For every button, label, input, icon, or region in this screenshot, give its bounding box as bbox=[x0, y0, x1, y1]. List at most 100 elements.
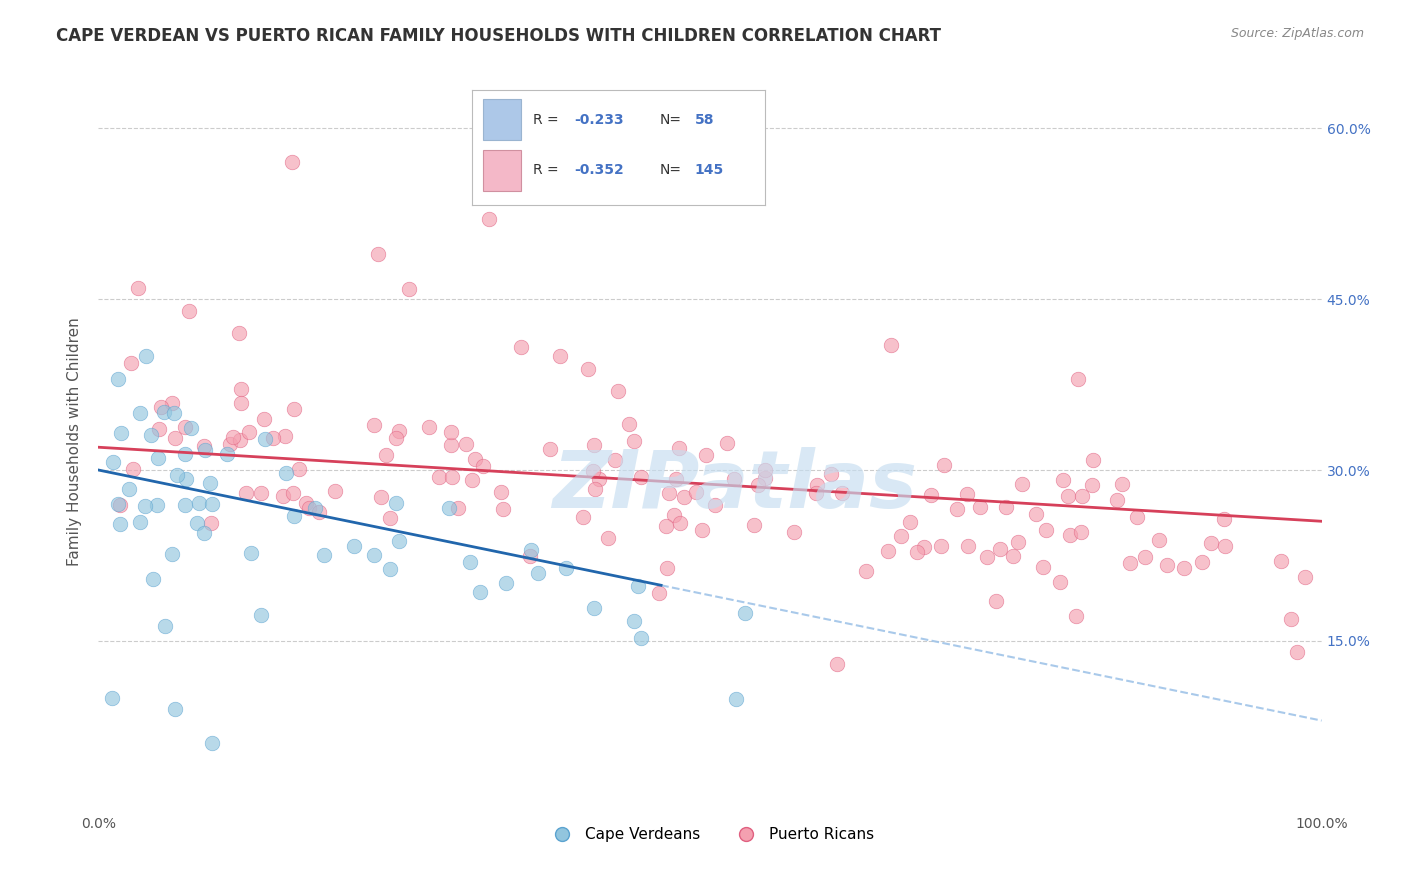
Point bbox=[295, 496, 318, 510]
Point bbox=[831, 486, 853, 500]
Point bbox=[820, 467, 842, 481]
Point bbox=[520, 543, 543, 558]
Point bbox=[890, 529, 912, 543]
Point bbox=[149, 401, 172, 415]
Point bbox=[986, 594, 1008, 608]
Point bbox=[690, 523, 713, 537]
Point bbox=[742, 517, 765, 532]
Point bbox=[747, 478, 769, 492]
Point bbox=[754, 463, 776, 477]
Point bbox=[929, 539, 952, 553]
Point bbox=[1213, 539, 1236, 553]
Point bbox=[1213, 512, 1236, 526]
Point bbox=[956, 539, 979, 553]
Y-axis label: Family Households with Children: Family Households with Children bbox=[67, 318, 83, 566]
Point bbox=[249, 486, 271, 500]
Point bbox=[142, 572, 165, 586]
Point bbox=[249, 608, 271, 623]
Point bbox=[630, 470, 652, 484]
Point bbox=[976, 549, 998, 564]
Point bbox=[1173, 561, 1195, 575]
Point bbox=[235, 486, 257, 500]
Point bbox=[582, 600, 605, 615]
Point bbox=[238, 425, 260, 440]
Point bbox=[308, 505, 330, 519]
Point bbox=[398, 282, 420, 296]
Point bbox=[163, 406, 186, 420]
Point bbox=[276, 466, 298, 480]
Point bbox=[173, 447, 195, 461]
Point bbox=[665, 472, 688, 486]
Point bbox=[572, 510, 595, 524]
Point bbox=[582, 464, 605, 478]
Point bbox=[880, 337, 903, 351]
Point bbox=[716, 436, 738, 450]
Point bbox=[658, 485, 681, 500]
Point bbox=[1126, 509, 1149, 524]
Point bbox=[281, 155, 304, 169]
Point bbox=[598, 532, 620, 546]
Point bbox=[447, 500, 470, 515]
Point bbox=[287, 462, 309, 476]
Point bbox=[297, 500, 319, 515]
Point bbox=[439, 500, 461, 515]
Point bbox=[583, 483, 606, 497]
Point bbox=[1067, 372, 1090, 386]
Point bbox=[1135, 549, 1157, 564]
Point bbox=[146, 451, 169, 466]
Point bbox=[1025, 507, 1047, 521]
Point bbox=[103, 454, 125, 468]
Point bbox=[273, 429, 295, 443]
Point bbox=[471, 458, 494, 473]
Point bbox=[262, 431, 284, 445]
Text: ZIPatlas: ZIPatlas bbox=[553, 447, 917, 525]
Point bbox=[783, 524, 806, 539]
Point bbox=[1285, 645, 1308, 659]
Point bbox=[1035, 523, 1057, 537]
Point bbox=[152, 405, 174, 419]
Point bbox=[165, 431, 187, 445]
Point bbox=[141, 428, 163, 442]
Point bbox=[754, 471, 776, 485]
Point bbox=[229, 382, 252, 396]
Point bbox=[912, 540, 935, 554]
Point bbox=[877, 544, 900, 558]
Point bbox=[647, 586, 669, 600]
Point bbox=[370, 491, 392, 505]
Point bbox=[200, 516, 222, 530]
Point bbox=[1057, 490, 1080, 504]
Point bbox=[703, 498, 725, 512]
Point bbox=[695, 448, 717, 462]
Point bbox=[180, 421, 202, 435]
Point bbox=[1107, 493, 1129, 508]
Point bbox=[905, 545, 928, 559]
Point bbox=[1007, 535, 1029, 549]
Point bbox=[588, 472, 610, 486]
Point bbox=[630, 631, 652, 645]
Point bbox=[304, 500, 326, 515]
Point bbox=[378, 510, 401, 524]
Point bbox=[685, 485, 707, 500]
Point bbox=[253, 412, 276, 426]
Point bbox=[1011, 476, 1033, 491]
Point bbox=[108, 516, 131, 531]
Point bbox=[725, 692, 748, 706]
Point bbox=[388, 425, 411, 439]
Point bbox=[129, 516, 152, 530]
Point bbox=[1052, 473, 1074, 487]
Point bbox=[655, 519, 678, 533]
Point bbox=[1081, 452, 1104, 467]
Point bbox=[363, 417, 385, 432]
Point bbox=[418, 419, 440, 434]
Point bbox=[495, 575, 517, 590]
Point bbox=[375, 449, 398, 463]
Text: Source: ZipAtlas.com: Source: ZipAtlas.com bbox=[1230, 27, 1364, 40]
Point bbox=[221, 430, 243, 444]
Point bbox=[1001, 549, 1024, 563]
Point bbox=[1191, 555, 1213, 569]
Point bbox=[478, 212, 501, 227]
Point bbox=[825, 657, 848, 671]
Point bbox=[995, 500, 1018, 515]
Point bbox=[173, 419, 195, 434]
Point bbox=[623, 434, 645, 449]
